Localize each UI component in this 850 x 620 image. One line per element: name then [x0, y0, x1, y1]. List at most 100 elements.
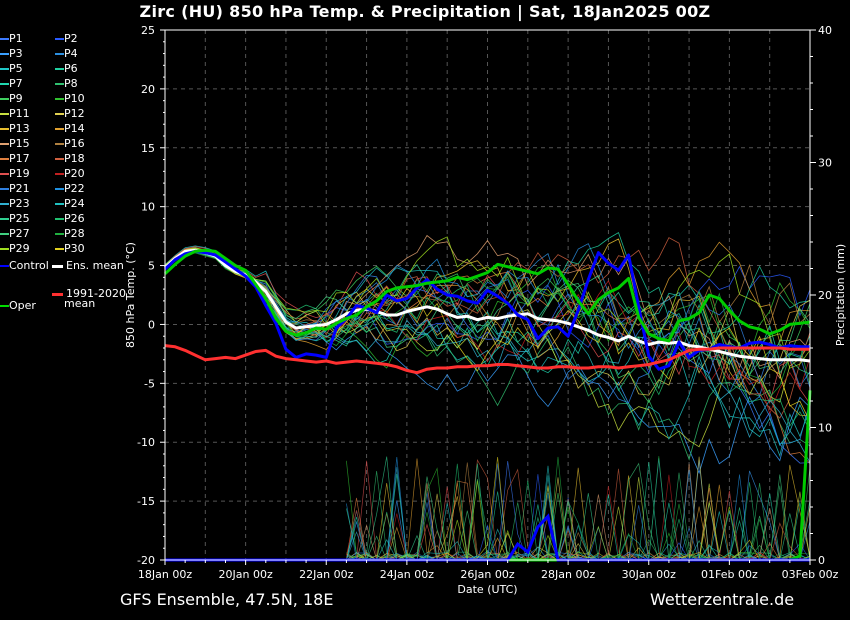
x-tick-label: 30Jan 00z — [622, 568, 676, 581]
legend-swatch — [55, 218, 64, 220]
y-tick-label: -10 — [137, 436, 155, 449]
legend-swatch — [55, 203, 64, 205]
member-line-p1 — [164, 247, 811, 464]
legend-swatch — [0, 158, 9, 160]
legend-label: P9 — [9, 92, 23, 105]
x-tick-label: 18Jan 00z — [138, 568, 192, 581]
member-precip-p2 — [346, 474, 811, 561]
legend-swatch — [0, 68, 9, 70]
legend-label: P27 — [9, 227, 30, 240]
member-precip-p1 — [346, 460, 811, 561]
member-precip-p24 — [346, 465, 811, 561]
legend-label: P2 — [64, 32, 78, 45]
y-axis-title: 850 hPa Temp. (°C) — [124, 242, 137, 348]
y-tick-label: 5 — [148, 260, 155, 273]
member-precip-p25 — [346, 456, 811, 561]
chart-title: Zirc (HU) 850 hPa Temp. & Precipitation … — [139, 2, 711, 21]
member-line-p23 — [164, 249, 811, 463]
legend-label: Ens. mean — [66, 259, 124, 272]
legend-label: P4 — [64, 47, 78, 60]
member-line-p24 — [164, 249, 811, 458]
member-precip-p5 — [346, 475, 811, 561]
legend-swatch — [55, 188, 64, 190]
legend-swatch — [0, 305, 9, 307]
legend-label: P15 — [9, 137, 30, 150]
x-tick-label: 22Jan 00z — [299, 568, 353, 581]
legend-swatch — [0, 98, 9, 100]
x-tick-label: 28Jan 00z — [541, 568, 595, 581]
y-tick-label: 15 — [141, 142, 155, 155]
y-tick-label: 0 — [148, 318, 155, 331]
y-tick-label: 20 — [141, 83, 155, 96]
legend-swatch — [0, 188, 9, 190]
y-tick-label: -15 — [137, 495, 155, 508]
legend-swatch — [0, 83, 9, 85]
legend-swatch — [0, 203, 9, 205]
model-caption: GFS Ensemble, 47.5N, 18E — [120, 590, 334, 609]
legend-swatch — [0, 38, 9, 40]
y-tick-label: -5 — [144, 377, 155, 390]
x-tick-label: 20Jan 00z — [219, 568, 273, 581]
legend-swatch — [55, 83, 64, 85]
member-line-p17 — [164, 251, 811, 464]
legend-label: P8 — [64, 77, 78, 90]
x-tick-label: 03Feb 00z — [782, 568, 839, 581]
legend-label: Oper — [9, 299, 36, 312]
member-precip-p3 — [346, 458, 810, 561]
legend-label: P26 — [64, 212, 85, 225]
legend-swatch — [0, 128, 9, 130]
legend-label: P11 — [9, 107, 30, 120]
legend-label: P21 — [9, 182, 30, 195]
legend-label: P24 — [64, 197, 85, 210]
legend-label: P22 — [64, 182, 85, 195]
x-tick-label: 24Jan 00z — [380, 568, 434, 581]
legend-swatch — [0, 173, 9, 175]
legend-label: P23 — [9, 197, 30, 210]
legend-climate-sublabel: mean — [64, 297, 96, 310]
legend-swatch — [55, 38, 64, 40]
legend-label: P10 — [64, 92, 85, 105]
legend: P1 P2 P3 P4 P5 P6 P7 P8 P9 P10 P11 P12 P13 P14 P15 P16 P… — [0, 32, 140, 322]
member-line-p26 — [164, 248, 811, 431]
legend-swatch — [55, 98, 64, 100]
legend-label: P18 — [64, 152, 85, 165]
member-precip-p10 — [346, 460, 811, 561]
y2-tick-label: 30 — [818, 157, 832, 170]
y2-tick-label: 20 — [818, 289, 832, 302]
legend-label: P16 — [64, 137, 85, 150]
legend-label: P25 — [9, 212, 30, 225]
legend-swatch — [0, 248, 9, 250]
legend-label: P29 — [9, 242, 30, 255]
y-tick-label: -20 — [137, 554, 155, 567]
y2-tick-label: 0 — [818, 554, 825, 567]
member-line-p27 — [164, 249, 811, 390]
legend-label: P1 — [9, 32, 23, 45]
series-line-1991-2020-mean — [164, 344, 810, 375]
member-line-p29 — [164, 236, 811, 369]
y-tick-label: 10 — [141, 201, 155, 214]
legend-swatch — [52, 265, 63, 268]
legend-label: P12 — [64, 107, 85, 120]
x-axis-title: Date (UTC) — [457, 583, 517, 596]
member-precip-p11 — [346, 477, 811, 561]
y2-tick-label: 40 — [818, 24, 832, 37]
member-precip-p26 — [346, 463, 810, 561]
legend-label: P5 — [9, 62, 23, 75]
legend-swatch — [55, 158, 64, 160]
legend-swatch — [55, 113, 64, 115]
series-line-oper — [163, 248, 811, 343]
member-precip-p14 — [346, 458, 810, 561]
legend-label: Control — [9, 259, 49, 272]
y2-axis-title: Precipitation (mm) — [834, 244, 847, 346]
legend-swatch — [55, 143, 64, 145]
legend-label: P30 — [64, 242, 85, 255]
legend-swatch — [0, 143, 9, 145]
member-precip-p17 — [346, 480, 811, 561]
member-precip-p29 — [346, 480, 811, 561]
legend-label: P14 — [64, 122, 85, 135]
legend-swatch — [55, 68, 64, 70]
member-precip-p20 — [346, 474, 810, 561]
member-precip-p19 — [346, 460, 811, 561]
legend-label: P20 — [64, 167, 85, 180]
